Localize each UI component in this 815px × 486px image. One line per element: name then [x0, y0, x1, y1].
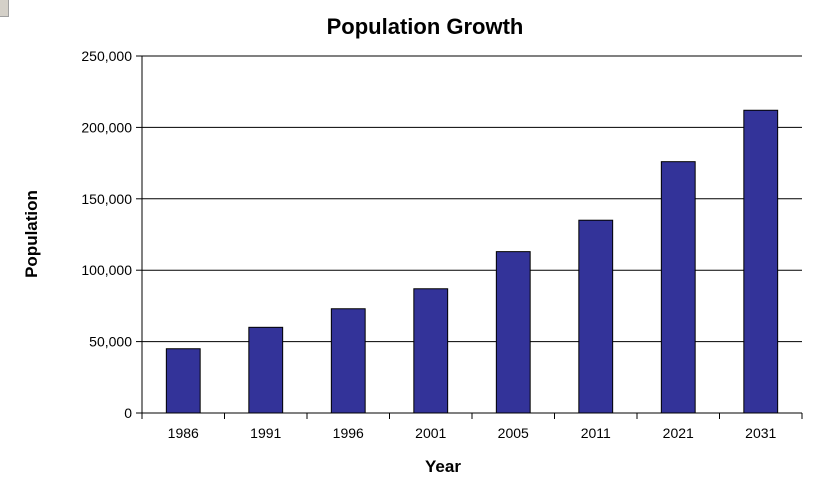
bar-2001	[413, 288, 449, 414]
x-tick-label: 2031	[745, 425, 776, 441]
bar-2021	[660, 161, 696, 414]
x-tick-label: 2021	[663, 425, 694, 441]
y-tick-labels: 0 50,000 100,000 150,000 200,000 250,000	[81, 48, 132, 421]
y-tick-label: 200,000	[81, 119, 132, 135]
y-tick-label: 0	[124, 405, 132, 421]
bars	[165, 109, 779, 414]
y-tick-label: 100,000	[81, 262, 132, 278]
x-tick-label: 1986	[168, 425, 199, 441]
x-axis-title: Year	[425, 457, 461, 476]
x-tick-label: 1996	[333, 425, 364, 441]
x-tick-labels: 1986 1991 1996 2001 2005 2011 2021 2031	[168, 425, 777, 441]
x-tick-label: 2001	[415, 425, 446, 441]
x-tick-label: 2011	[581, 425, 611, 441]
gridlines	[142, 55, 802, 343]
bar-1991	[248, 326, 284, 414]
y-tick-label: 150,000	[81, 191, 132, 207]
y-tick-label: 250,000	[81, 48, 132, 64]
chart-title: Population Growth	[327, 14, 524, 39]
bar-1996	[330, 308, 366, 414]
x-tick-label: 1991	[250, 425, 281, 441]
bar-2031	[743, 109, 779, 414]
axes	[136, 55, 803, 419]
bar-2011	[578, 219, 614, 414]
y-axis-title: Population	[22, 190, 41, 278]
y-tick-label: 50,000	[89, 334, 132, 350]
window-edge-fragment	[0, 0, 9, 17]
x-tick-label: 2005	[498, 425, 529, 441]
bar-1986	[165, 348, 201, 414]
bar-2005	[495, 251, 531, 414]
